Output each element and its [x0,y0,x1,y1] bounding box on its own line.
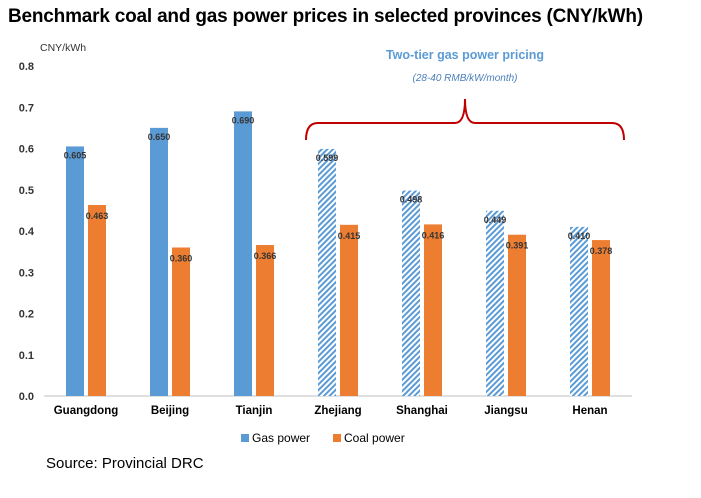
bar-coal-tianjin [256,245,274,396]
data-label-gas: 0.650 [148,132,171,142]
data-label-coal: 0.360 [170,254,193,264]
bar-coal-beijing [172,247,190,396]
data-label-coal: 0.391 [506,241,529,251]
x-axis-categories: Guangdong Beijing Tianjin Zhejiang Shanghai J… [54,405,608,417]
bar-coal-jiangsu [508,234,526,396]
x-category-label: Jiangsu [484,405,527,417]
data-label-coal: 0.378 [590,246,613,256]
chart-title: Benchmark coal and gas power prices in s… [8,6,643,27]
x-category-label: Henan [572,405,607,417]
y-tick-label: 0.2 [19,309,34,321]
data-label-gas: 0.449 [484,215,507,225]
bar-gas-jiangsu [486,210,504,396]
y-tick-label: 0.5 [19,185,34,197]
x-category-label: Zhejiang [314,405,361,417]
bar-coal-zhejiang [340,224,358,396]
x-category-label: Tianjin [236,405,273,417]
legend-label-coal: Coal power [344,431,405,445]
x-category-label: Beijing [151,405,189,417]
bar-gas-guangdong [66,146,84,396]
bar-coal-shanghai [424,224,442,396]
y-tick-label: 0.8 [19,61,34,73]
data-label-coal: 0.366 [254,251,277,261]
bars: 0.605 0.463 0.650 0.360 0.690 0.366 0.599 0.415… [64,111,613,396]
data-label-gas: 0.498 [400,195,423,205]
annotation-subtitle: (28-40 RMB/kW/month) [412,73,517,84]
y-tick-label: 0.7 [19,102,34,114]
two-tier-annotation: Two-tier gas power pricing (28-40 RMB/kW… [305,48,625,141]
data-label-coal: 0.463 [86,211,109,221]
bar-gas-henan [570,226,588,396]
legend-label-gas: Gas power [252,431,310,445]
bar-gas-shanghai [402,190,420,396]
annotation-bracket [305,98,625,141]
y-axis: 0.0 0.1 0.2 0.3 0.4 0.5 0.6 0.7 0.8 [19,61,35,403]
data-label-coal: 0.415 [338,231,361,241]
y-tick-label: 0.3 [19,267,34,279]
bar-gas-zhejiang [318,148,336,396]
data-label-gas: 0.599 [316,153,339,163]
data-label-coal: 0.416 [422,230,445,240]
x-category-label: Shanghai [396,405,448,417]
bar-gas-beijing [150,127,168,396]
y-tick-label: 0.4 [19,226,35,238]
y-tick-label: 0.0 [19,391,34,403]
y-axis-unit-label: CNY/kWh [40,42,86,54]
source-note: Source: Provincial DRC [46,455,204,472]
annotation-title: Two-tier gas power pricing [386,48,544,62]
data-label-gas: 0.690 [232,115,255,125]
legend-swatch-coal [333,434,341,442]
data-label-gas: 0.410 [568,231,591,241]
legend: Gas power Coal power [241,431,405,445]
data-label-gas: 0.605 [64,150,87,160]
bar-gas-tianjin [234,111,252,396]
y-tick-label: 0.6 [19,144,34,156]
y-tick-label: 0.1 [19,350,34,362]
bar-coal-henan [592,240,610,396]
bar-coal-guangdong [88,205,106,396]
x-category-label: Guangdong [54,405,119,417]
legend-swatch-gas [241,434,249,442]
